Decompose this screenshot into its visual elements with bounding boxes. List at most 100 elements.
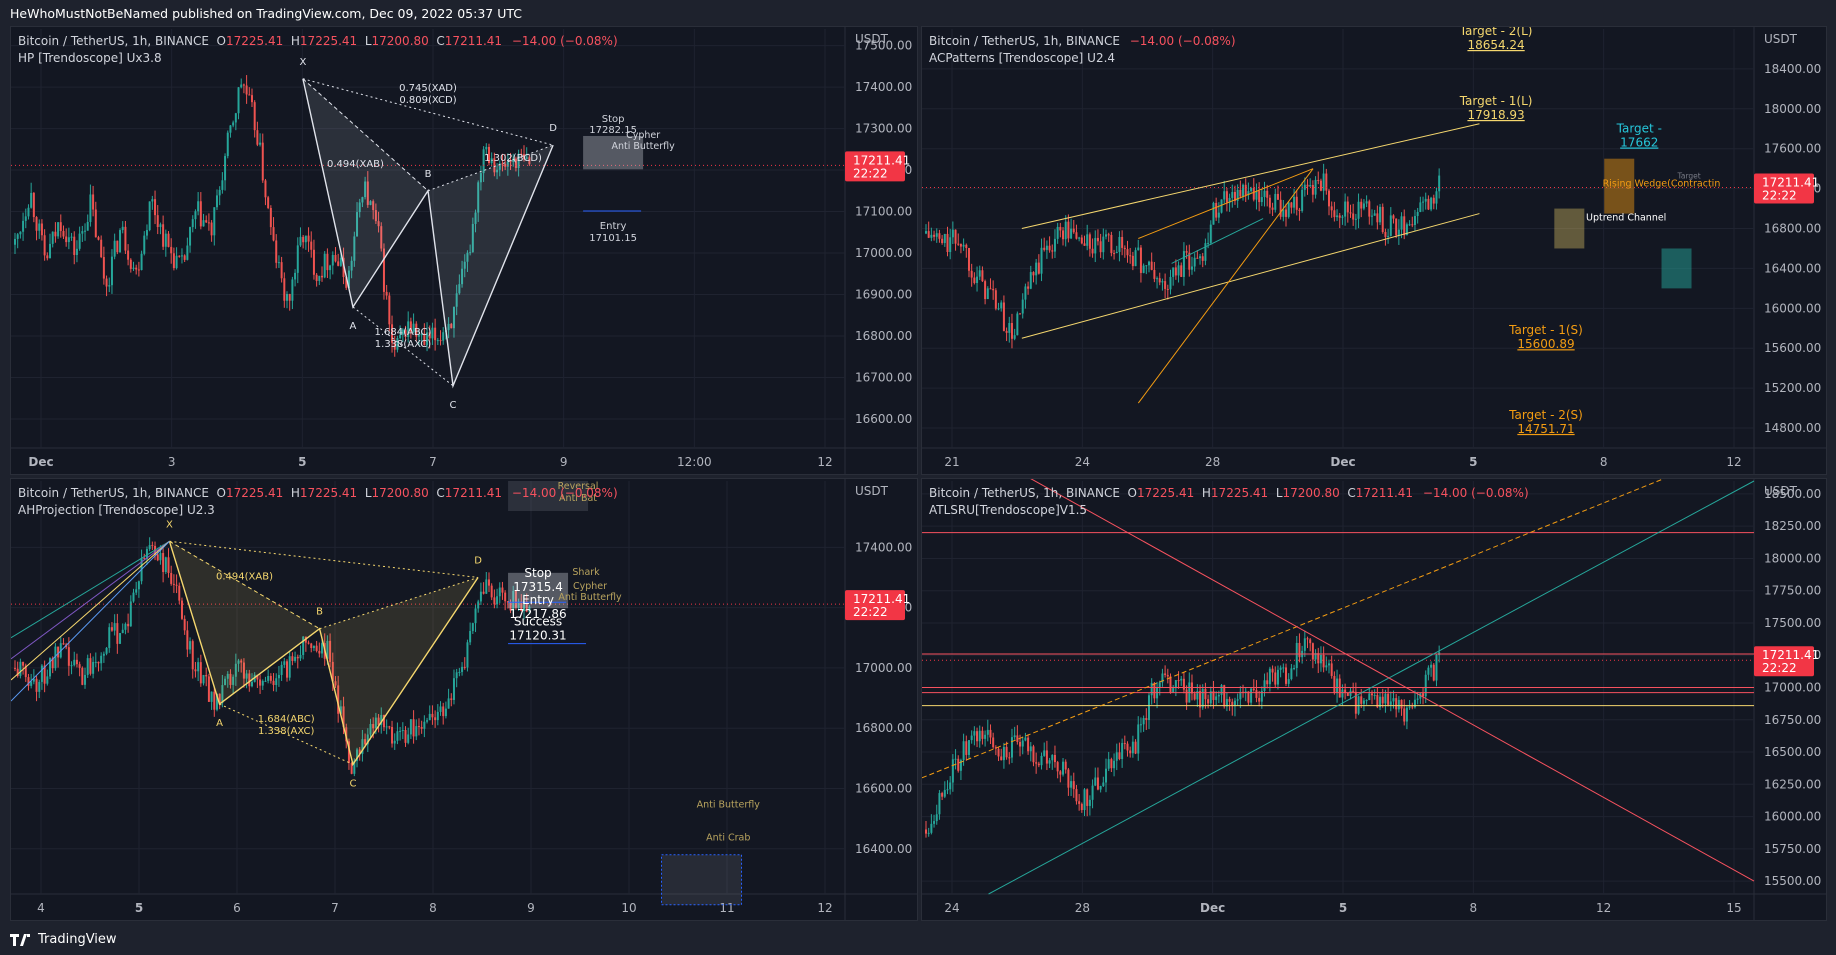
candle-body <box>1048 245 1051 251</box>
candle-body <box>941 793 944 797</box>
indicator-name[interactable]: ACPatterns [Trendoscope] U2.4 <box>929 51 1116 65</box>
chart-svg[interactable]: 18500.00 18250.00 18000.00 17750.00 17500.00… <box>922 479 1826 920</box>
price-tick-label: 17300.00 <box>855 122 912 136</box>
candle-body <box>1180 678 1183 681</box>
candle-body <box>151 199 154 202</box>
candle-body <box>1021 299 1024 314</box>
candle-body <box>186 630 189 650</box>
price-label-countdown: 22:22 <box>1762 188 1797 202</box>
price-tick-label: 18000.00 <box>1764 102 1821 116</box>
candle-body <box>1354 218 1357 220</box>
candle-body <box>288 294 291 301</box>
candle-body <box>1172 688 1175 693</box>
candle-body <box>1182 678 1185 690</box>
candle-body <box>509 161 512 163</box>
candle-body <box>361 197 364 203</box>
candle-body <box>946 789 949 791</box>
ohlc-number: 17225.41 <box>299 486 358 500</box>
candle-body <box>1016 313 1019 336</box>
ohlc-number: 17211.41 <box>444 34 503 48</box>
candle-body <box>447 323 450 331</box>
chart-panel-acpatterns[interactable]: 18400.0018000.0017600.0017200.0016800.00… <box>921 26 1827 475</box>
candle-body <box>210 222 213 236</box>
candle-body <box>1295 196 1298 210</box>
indicator-name[interactable]: AHProjection [Trendoscope] U2.3 <box>18 503 215 517</box>
chart-panel-atlsru[interactable]: 18500.00 18250.00 18000.00 17750.00 17500.00… <box>921 478 1827 921</box>
chart-panel-ahprojection[interactable]: 17400.0017200.0017000.0016800.0016600.00… <box>10 478 918 921</box>
candle-body <box>450 323 453 329</box>
entry-label: Entry <box>522 593 554 607</box>
candle-body <box>471 623 474 631</box>
candle-body <box>294 272 297 280</box>
time-tick-label: 6 <box>233 901 241 915</box>
candle-body <box>167 557 170 573</box>
stop-label: Stop <box>524 566 551 580</box>
candle-body <box>135 589 138 593</box>
candle-body <box>1142 717 1145 725</box>
legend-symbol-line[interactable]: Bitcoin / TetherUS, 1h, BINANCE O17225.4… <box>18 33 618 50</box>
pattern-tag: Cypher <box>626 130 660 141</box>
chart-svg[interactable]: 17400.0017200.0017000.0016800.0016600.00… <box>11 479 917 920</box>
candle-body <box>938 793 941 815</box>
pattern-point-label: D <box>549 123 557 134</box>
candle-body <box>927 832 930 834</box>
candle-body <box>1260 690 1263 702</box>
candle-body <box>487 146 490 164</box>
candle-body <box>1019 741 1022 747</box>
candle-body <box>965 741 968 755</box>
candle-body <box>1365 700 1368 702</box>
candle-body <box>439 706 442 712</box>
candle-body <box>1336 215 1339 218</box>
candle-body <box>1389 215 1392 236</box>
candle-body <box>1306 184 1309 187</box>
candle-body <box>1424 674 1427 697</box>
time-tick-label: 5 <box>298 455 306 469</box>
legend-symbol-line[interactable]: Bitcoin / TetherUS, 1h, BINANCE O17225.4… <box>929 485 1529 502</box>
candle-body <box>283 278 286 301</box>
candle-body <box>962 741 965 761</box>
legend-symbol-line[interactable]: Bitcoin / TetherUS, 1h, BINANCE −14.00 (… <box>929 33 1236 50</box>
candle-body <box>1328 663 1330 666</box>
time-tick-label: 24 <box>1075 455 1090 469</box>
candle-body <box>38 681 41 692</box>
candle-body <box>959 243 962 247</box>
candle-body <box>269 207 272 228</box>
candle-body <box>1422 201 1425 203</box>
candle-body <box>1247 191 1250 195</box>
candle-body <box>102 257 105 279</box>
price-tick-label: 17400.00 <box>855 80 912 94</box>
candle-body <box>1115 251 1118 254</box>
candle-body <box>1408 706 1411 708</box>
candle-body <box>259 142 262 145</box>
chart-svg[interactable]: 18400.0018000.0017600.0017200.0016800.00… <box>922 27 1826 474</box>
candle-body <box>1333 210 1336 218</box>
candle-body <box>326 640 329 659</box>
indicator-name[interactable]: ATLSRU[Trendoscope]V1.5 <box>929 503 1088 517</box>
price-tick-label: 16800.00 <box>855 329 912 343</box>
candle-body <box>1193 693 1196 700</box>
candle-body <box>1016 735 1019 742</box>
chart-panel-hp[interactable]: 17500.0017400.0017300.0017200.0017100.00… <box>10 26 918 475</box>
legend-symbol-line[interactable]: Bitcoin / TetherUS, 1h, BINANCE O17225.4… <box>18 485 618 502</box>
candle-body <box>1166 674 1169 677</box>
candle-body <box>232 122 235 126</box>
time-tick-label: 5 <box>1469 455 1477 469</box>
candle-body <box>1134 741 1137 754</box>
price-tick-label: 16750.00 <box>1764 713 1821 727</box>
candle-body <box>1220 199 1223 213</box>
candle-body <box>35 678 38 692</box>
candle-body <box>385 291 388 296</box>
candle-body <box>86 658 89 675</box>
indicator-name[interactable]: HP [Trendoscope] Ux3.8 <box>18 51 162 65</box>
chart-svg[interactable]: 17500.0017400.0017300.0017200.0017100.00… <box>11 27 917 474</box>
price-tick-label: 17000.00 <box>1764 681 1821 695</box>
candle-body <box>1357 201 1360 219</box>
candle-body <box>151 545 154 547</box>
price-tick-label: 18250.00 <box>1764 519 1821 533</box>
candle-body <box>51 658 54 669</box>
candle-body <box>388 726 391 728</box>
candle-body <box>1110 759 1113 769</box>
candle-body <box>1432 664 1435 681</box>
candle-body <box>129 601 132 627</box>
candle-body <box>1083 243 1086 246</box>
